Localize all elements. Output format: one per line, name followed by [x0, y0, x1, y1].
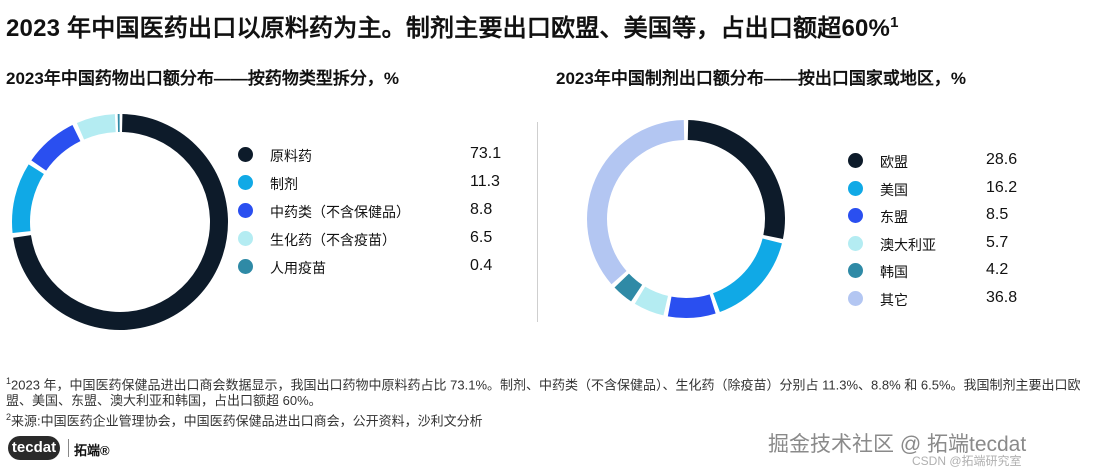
legend-swatch — [848, 235, 863, 251]
data-label: 0.4 — [470, 257, 493, 274]
legend-swatch — [238, 147, 253, 162]
chart-title-country: 2023年中国制剂出口额分布——按出口国家或地区，% — [556, 69, 966, 88]
slice-5 — [614, 273, 643, 302]
legend-label: 生化药（不含疫苗） — [270, 232, 396, 248]
logo-text: 拓端® — [74, 443, 110, 458]
data-label: 8.5 — [986, 206, 1009, 223]
slice-4 — [634, 286, 669, 316]
data-label: 5.7 — [986, 233, 1009, 251]
legend-swatch — [238, 259, 253, 274]
legend-label: 中药类（不含保健品） — [270, 204, 410, 220]
data-label: 73.1 — [470, 145, 502, 162]
tecdat-logo: tecdat 拓端® — [8, 436, 118, 462]
slice-2 — [713, 238, 782, 313]
legend-label: 韩国 — [880, 264, 908, 280]
slice-4 — [76, 114, 116, 140]
watermark-small: CSDN @拓端研究室 — [912, 454, 1022, 468]
legend-item: 欧盟 28.6 — [848, 150, 1048, 172]
title-footnote-marker: 1 — [890, 14, 899, 31]
legend-item: 东盟 8.5 — [848, 205, 1048, 227]
data-label: 36.8 — [986, 288, 1018, 306]
data-label: 16.2 — [986, 178, 1018, 196]
legend-swatch — [848, 153, 863, 168]
legend-item: 人用疫苗 0.4 — [238, 256, 508, 278]
legend-country: 欧盟 28.6 美国 16.2 东盟 8.5 澳大利亚 5.7 韩国 4.2 其它 36.8 — [848, 150, 1048, 315]
legend-item: 原料药 73.1 — [238, 144, 508, 166]
slice-6 — [587, 120, 685, 285]
legend-swatch — [848, 208, 863, 223]
data-label: 4.2 — [986, 261, 1009, 278]
slice-5 — [117, 114, 120, 133]
legend-item: 中药类（不含保健品） 8.8 — [238, 200, 508, 222]
watermark: 掘金技术社区 @ 拓端tecdat — [768, 433, 1027, 456]
legend-swatch — [238, 231, 253, 246]
legend-drug-type: 原料药 73.1 制剂 11.3 中药类（不含保健品） 8.8 生化药（不含疫苗） 6.5 人用… — [238, 144, 508, 284]
donut-chart-country — [587, 120, 785, 318]
legend-item: 制剂 11.3 — [238, 172, 508, 194]
legend-label: 东盟 — [880, 209, 908, 225]
data-label: 6.5 — [470, 229, 493, 246]
legend-item: 其它 36.8 — [848, 288, 1048, 310]
slice-1 — [687, 120, 785, 240]
legend-label: 人用疫苗 — [270, 260, 326, 276]
page-title: 2023 年中国医药出口以原料药为主。制剂主要出口欧盟、美国等，占出口额超60%… — [6, 14, 899, 42]
slice-2 — [11, 164, 44, 233]
legend-label: 制剂 — [270, 176, 298, 192]
legend-label: 美国 — [880, 181, 908, 198]
legend-swatch — [848, 290, 863, 306]
data-label: 28.6 — [986, 151, 1018, 168]
legend-label: 澳大利亚 — [880, 236, 936, 253]
data-label: 11.3 — [470, 173, 500, 190]
legend-swatch — [848, 180, 863, 196]
legend-swatch — [848, 263, 863, 278]
logo-mark: tecdat — [8, 436, 60, 460]
slice-3 — [31, 125, 81, 171]
legend-label: 其它 — [880, 291, 908, 308]
legend-item: 美国 16.2 — [848, 178, 1048, 200]
legend-label: 欧盟 — [880, 154, 908, 170]
divider — [537, 122, 538, 322]
footnote-2: 2来源:中国医药企业管理协会，中国医药保健品进出口商会，公开资料，沙利文分析 — [6, 412, 483, 429]
logo-separator — [68, 439, 69, 457]
legend-item: 韩国 4.2 — [848, 260, 1048, 282]
legend-label: 原料药 — [270, 148, 312, 164]
legend-item: 生化药（不含疫苗） 6.5 — [238, 228, 508, 250]
footnote-1: 12023 年，中国医药保健品进出口商会数据显示，我国出口药物中原料药占比 73… — [6, 376, 1081, 409]
data-label: 8.8 — [470, 201, 493, 218]
legend-swatch — [238, 175, 253, 190]
legend-item: 澳大利亚 5.7 — [848, 233, 1048, 255]
legend-swatch — [238, 203, 253, 218]
chart-title-drug-type: 2023年中国药物出口额分布——按药物类型拆分，% — [6, 69, 399, 88]
slice-3 — [667, 294, 716, 318]
donut-chart-drug-type — [11, 114, 228, 330]
footnotes: 12023 年，中国医药保健品进出口商会数据显示，我国出口药物中原料药占比 73… — [6, 373, 1086, 430]
